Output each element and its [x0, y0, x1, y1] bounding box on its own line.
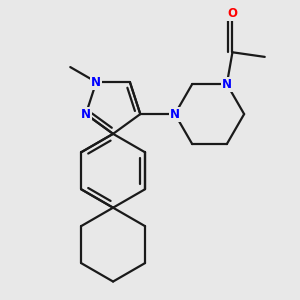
Text: N: N: [91, 76, 101, 88]
Text: N: N: [170, 108, 180, 121]
Text: O: O: [227, 8, 237, 20]
Text: N: N: [81, 108, 91, 121]
Text: N: N: [222, 78, 232, 91]
